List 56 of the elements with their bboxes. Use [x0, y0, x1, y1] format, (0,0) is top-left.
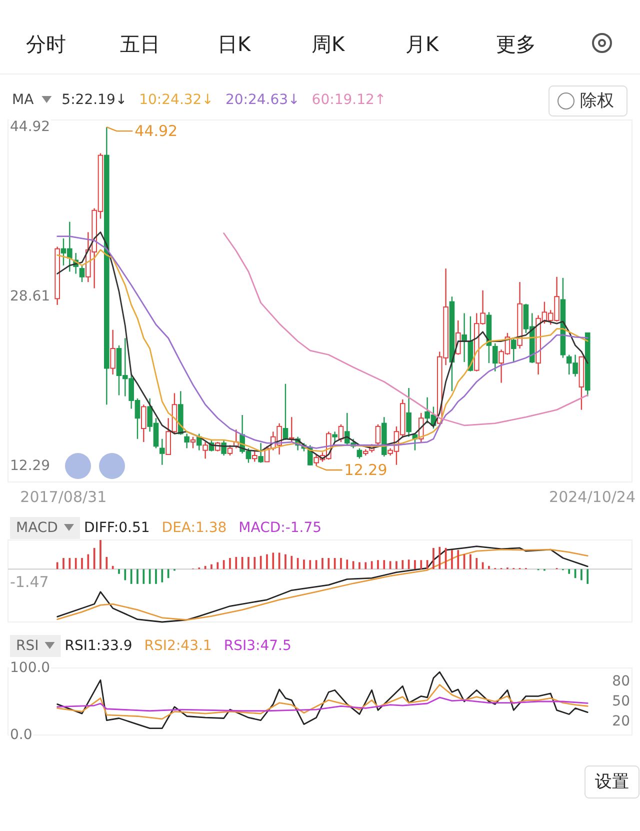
- candlestick: [227, 444, 233, 456]
- text: 分时: [26, 32, 66, 56]
- annotation: -1.47: [10, 573, 49, 591]
- y2-tick-label: 50: [612, 694, 630, 710]
- candlestick: [110, 329, 116, 376]
- text: 日K: [217, 32, 252, 56]
- candlestick: [406, 387, 412, 438]
- line-series: [56, 684, 588, 720]
- x-tick-label: 2024/10/24: [549, 488, 636, 506]
- candlestick: [79, 264, 85, 283]
- candlestick: [202, 441, 208, 460]
- text: 设置: [595, 772, 629, 792]
- x-tick-label: 2017/08/31: [20, 488, 107, 506]
- candlestick: [184, 433, 190, 449]
- y2-tick-label: 80: [612, 673, 630, 690]
- candlestick: [375, 424, 381, 446]
- candlestick: [356, 448, 362, 460]
- line-series: [56, 671, 588, 729]
- text: 10:24.32↓: [139, 92, 214, 108]
- text: 60:19.12↑: [312, 92, 386, 108]
- candlestick: [166, 418, 171, 456]
- line-series: [56, 696, 588, 712]
- y-tick-label: 44.92: [10, 119, 50, 136]
- candlestick: [190, 436, 196, 449]
- y2-tick-label: 20: [612, 714, 630, 730]
- text: 周K: [311, 32, 346, 56]
- candlestick: [492, 342, 498, 372]
- y-tick-label: 0.0: [10, 727, 32, 743]
- text: RSI3:47.5: [224, 638, 292, 654]
- candlestick: [252, 450, 258, 462]
- text: DIFF:0.51: [84, 520, 150, 536]
- text: 更多: [496, 32, 536, 56]
- y-tick-label: 28.61: [10, 288, 50, 304]
- annotation: 44.92: [134, 122, 178, 140]
- text: 5:22.19↓: [62, 92, 128, 108]
- candlestick: [141, 404, 146, 443]
- text: RSI1:33.9: [64, 638, 132, 654]
- candlestick: [510, 338, 516, 363]
- text: DEA:1.38: [162, 520, 227, 536]
- text: RSI2:43.1: [144, 638, 212, 654]
- text: 五日: [120, 32, 160, 56]
- candlestick: [258, 442, 264, 464]
- text: 除权: [580, 91, 614, 111]
- candlestick: [332, 431, 338, 443]
- line-series: [223, 232, 588, 426]
- legend-title: MA: [12, 92, 34, 108]
- annotation: 12.29: [344, 461, 388, 480]
- series-label: MACD:-1.75: [238, 520, 322, 536]
- y-tick-label: 12.29: [10, 458, 50, 474]
- candlestick: [159, 438, 165, 466]
- y-tick-label: 100.0: [10, 660, 50, 676]
- text: 20:24.63↓: [225, 92, 300, 108]
- legend-title: MACD: [16, 520, 58, 536]
- text: 月K: [405, 32, 440, 56]
- legend-title: RSI: [16, 638, 39, 654]
- candlestick: [221, 439, 226, 456]
